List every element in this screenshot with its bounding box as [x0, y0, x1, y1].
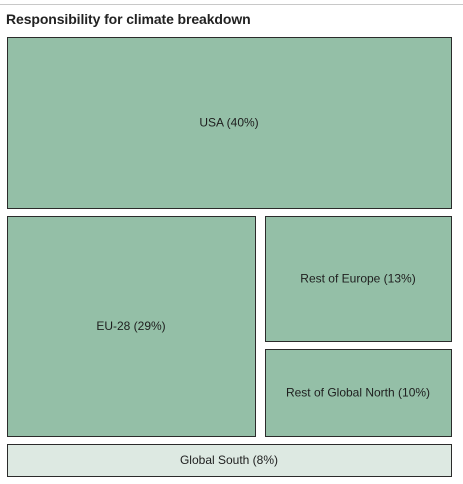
treemap-block-eu-28 [7, 216, 256, 437]
chart-title: Responsibility for climate breakdown [6, 11, 251, 27]
treemap-label-rest-of-global-north: Rest of Global North (10%) [286, 386, 430, 400]
treemap-label-eu-28: EU-28 (29%) [96, 319, 165, 333]
treemap-label-global-south: Global South (8%) [180, 453, 278, 467]
treemap-block-rest-of-global-north [265, 349, 452, 437]
top-rule [0, 4, 463, 5]
treemap-block-global-south [7, 444, 452, 477]
treemap-block-usa [7, 37, 452, 209]
treemap-block-rest-of-europe [265, 216, 452, 342]
treemap-label-usa: USA (40%) [199, 116, 258, 130]
treemap-label-rest-of-europe: Rest of Europe (13%) [300, 272, 415, 286]
